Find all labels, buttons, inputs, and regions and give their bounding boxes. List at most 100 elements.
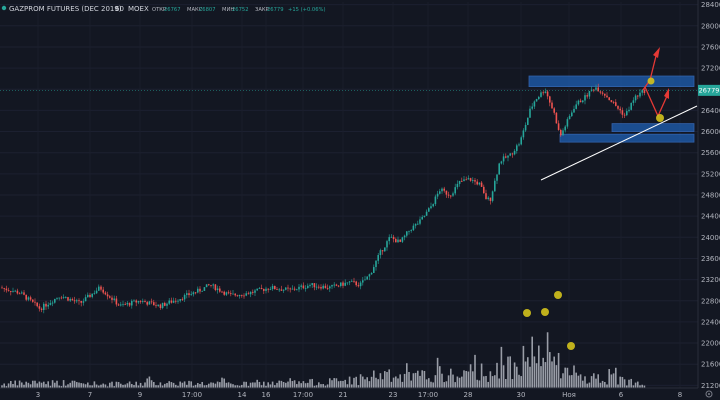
candle-body (573, 108, 575, 113)
candle-body (100, 286, 102, 290)
volume-bar (615, 367, 617, 388)
volume-bar (285, 382, 287, 388)
candle-body (401, 237, 404, 242)
candle-body (243, 295, 245, 297)
candle-body (511, 153, 514, 155)
volume-bar (575, 372, 577, 388)
time-axis[interactable] (0, 388, 698, 400)
volume-bar (126, 383, 129, 388)
candle-body (78, 300, 80, 302)
time-tick-label: Ноя (562, 391, 576, 399)
marker-dot[interactable] (541, 308, 549, 316)
marker-dot[interactable] (656, 114, 664, 122)
volume-bar (357, 385, 360, 388)
volume-bar (425, 379, 428, 388)
candle-body (612, 102, 615, 103)
price-tick-label: 22000 (701, 340, 720, 348)
volume-bar (40, 382, 43, 388)
candle-body (307, 285, 309, 288)
volume-bar (183, 381, 186, 388)
time-tick-label: 14 (238, 391, 247, 399)
candlesticks[interactable] (1, 83, 646, 314)
marker-dot[interactable] (567, 342, 575, 350)
candle-body (368, 274, 371, 277)
volume-bar (289, 378, 291, 388)
volume-bar (12, 383, 14, 388)
volume-bar (197, 383, 199, 388)
volume-bar (179, 381, 181, 388)
volume-bar (535, 363, 538, 388)
volume-bar (300, 383, 302, 388)
candle-body (302, 285, 305, 289)
zone-support[interactable] (611, 123, 695, 132)
candle-body (179, 299, 181, 301)
candle-body (351, 280, 353, 282)
time-tick-label: 16 (262, 391, 271, 399)
price-axis-ticks: 21200 21600 22000 22400 22800 23200 23600 24000… (701, 1, 720, 390)
marker-dot[interactable] (523, 309, 531, 317)
volume-bar (452, 374, 454, 388)
time-tick-label: 6 (619, 391, 624, 399)
zone-support[interactable] (559, 133, 695, 143)
candle-body (238, 294, 241, 297)
price-tick-label: 27600 (701, 43, 720, 51)
candle-body (494, 180, 496, 192)
gear-icon[interactable] (705, 390, 713, 398)
volume-bar (595, 378, 597, 388)
candle-body (463, 179, 465, 182)
volume-bar (463, 370, 465, 388)
candle-body (417, 223, 419, 225)
candle-body (443, 188, 445, 191)
candle-body (577, 100, 580, 105)
candle-body (208, 284, 210, 286)
interval-label[interactable]: 60 (115, 5, 124, 13)
candle-body (434, 196, 437, 205)
candle-body (447, 194, 450, 196)
volume-bar (245, 381, 247, 388)
volume-bar (274, 385, 276, 388)
volume-bar (518, 374, 520, 388)
volume-bar (263, 381, 265, 388)
candle-body (298, 286, 300, 290)
volume-bar (362, 376, 364, 388)
zone-resistance[interactable] (528, 75, 695, 88)
svg-text:26779: 26779 (699, 87, 720, 95)
volume-bar (597, 374, 599, 388)
volume-bar (395, 376, 397, 388)
volume-bar (60, 386, 63, 388)
candle-body (232, 293, 234, 295)
zones[interactable] (528, 75, 695, 143)
trendline[interactable] (540, 105, 698, 181)
candle-body (190, 294, 192, 296)
candle-body (186, 293, 188, 295)
candle-body (432, 204, 434, 207)
price-axis[interactable] (698, 0, 720, 400)
marker-dot[interactable] (647, 77, 655, 85)
candle-body (344, 282, 346, 286)
candle-body (500, 161, 503, 164)
candle-body (98, 286, 100, 291)
candle-body (450, 195, 452, 197)
grid (0, 2, 698, 388)
annotations[interactable] (0, 47, 698, 350)
candle-body (183, 294, 186, 300)
candle-body (117, 304, 120, 306)
candle-body (441, 188, 443, 192)
candle-body (324, 285, 327, 289)
volume-bar (219, 382, 221, 388)
volume-bar (333, 378, 335, 388)
candle-body (538, 96, 540, 100)
marker-dot[interactable] (554, 291, 562, 299)
volume-bar (417, 370, 419, 388)
volume-bar (318, 382, 320, 388)
red-arrow-down-head (664, 88, 669, 99)
volume-bar (509, 356, 511, 388)
time-tick-label: 23 (389, 391, 398, 399)
candle-body (256, 288, 258, 291)
volume-bar (544, 362, 547, 388)
candle-body (265, 288, 267, 291)
volume-bar (252, 382, 254, 388)
volume-bar (522, 345, 525, 388)
